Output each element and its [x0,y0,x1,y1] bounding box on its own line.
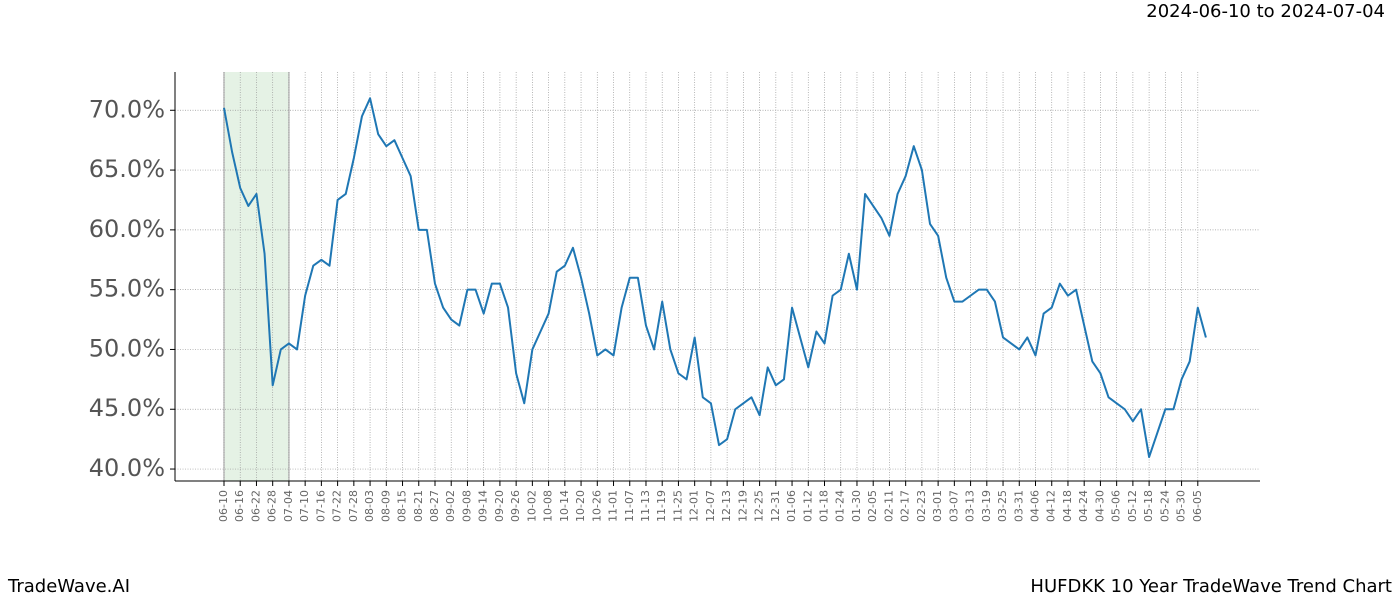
x-tick-label: 04-18 [1061,490,1074,522]
x-tick-label: 02-05 [866,490,879,522]
x-tick-label: 08-27 [428,490,441,522]
x-tick-label: 10-02 [525,490,538,522]
x-tick-label: 12-25 [753,490,766,522]
x-tick-label: 11-01 [607,490,620,522]
x-tick-label: 04-24 [1077,490,1090,522]
y-tick-label: 50.0% [89,334,165,362]
x-tick-label: 09-08 [460,490,473,522]
x-tick-label: 03-31 [1012,490,1025,522]
x-tick-label: 03-25 [996,490,1009,522]
x-tick-label: 06-05 [1191,490,1204,522]
x-tick-label: 06-28 [266,490,279,522]
footer-right: HUFDKK 10 Year TradeWave Trend Chart [1030,576,1392,597]
footer-left: TradeWave.AI [7,576,130,597]
x-tick-label: 08-09 [379,490,392,522]
x-tick-label: 12-31 [769,490,782,522]
x-tick-label: 07-28 [347,490,360,522]
x-tick-label: 02-17 [899,490,912,522]
y-tick-label: 40.0% [89,454,165,482]
x-tick-label: 10-14 [558,490,571,522]
chart-title: 2024-06-10 to 2024-07-04 [1146,1,1385,22]
x-tick-label: 09-02 [444,490,457,522]
x-tick-label: 05-24 [1158,490,1171,522]
x-tick-label: 11-19 [655,490,668,522]
x-tick-label: 12-01 [688,490,701,522]
x-tick-label: 12-13 [720,490,733,522]
x-tick-label: 01-24 [834,490,847,522]
x-tick-label: 05-18 [1142,490,1155,522]
x-tick-label: 01-12 [801,490,814,522]
x-tick-label: 12-19 [736,490,749,522]
x-tick-label: 08-21 [412,490,425,522]
x-tick-label: 02-23 [915,490,928,522]
y-tick-label: 60.0% [89,215,165,243]
x-tick-label: 07-10 [298,490,311,522]
x-tick-label: 04-30 [1093,490,1106,522]
x-tick-label: 11-25 [671,490,684,522]
x-tick-label: 07-16 [314,490,327,522]
x-tick-label: 03-07 [947,490,960,522]
x-tick-label: 03-01 [931,490,944,522]
data-line [223,97,1207,459]
y-tick-label: 45.0% [89,394,165,422]
x-tick-label: 07-22 [331,490,344,522]
x-tick-label: 01-18 [818,490,831,522]
x-tick-label: 09-20 [493,490,506,522]
x-tick-label: 09-26 [509,490,522,522]
x-tick-label: 10-08 [542,490,555,522]
x-tick-label: 01-06 [785,490,798,522]
y-tick-label: 70.0% [89,95,165,123]
x-tick-label: 07-04 [282,490,295,522]
x-tick-label: 01-30 [850,490,863,522]
y-tick-label: 65.0% [89,155,165,183]
x-tick-label: 05-12 [1126,490,1139,522]
x-tick-label: 11-13 [639,490,652,522]
x-tick-label: 11-07 [623,490,636,522]
x-tick-label: 10-20 [574,490,587,522]
x-tick-label: 04-12 [1045,490,1058,522]
x-tick-label: 02-11 [882,490,895,522]
x-tick-label: 05-06 [1110,490,1123,522]
x-tick-label: 09-14 [477,490,490,522]
x-tick-label: 06-16 [233,490,246,522]
x-tick-label: 06-10 [217,490,230,522]
x-tick-label: 05-30 [1175,490,1188,522]
x-tick-label: 04-06 [1029,490,1042,522]
x-tick-label: 08-03 [363,490,376,522]
x-tick-label: 12-07 [704,490,717,522]
x-tick-label: 03-13 [964,490,977,522]
y-tick-label: 55.0% [89,275,165,303]
x-tick-label: 10-26 [590,490,603,522]
x-tick-label: 03-19 [980,490,993,522]
x-tick-label: 06-22 [249,490,262,522]
x-tick-label: 08-15 [396,490,409,522]
